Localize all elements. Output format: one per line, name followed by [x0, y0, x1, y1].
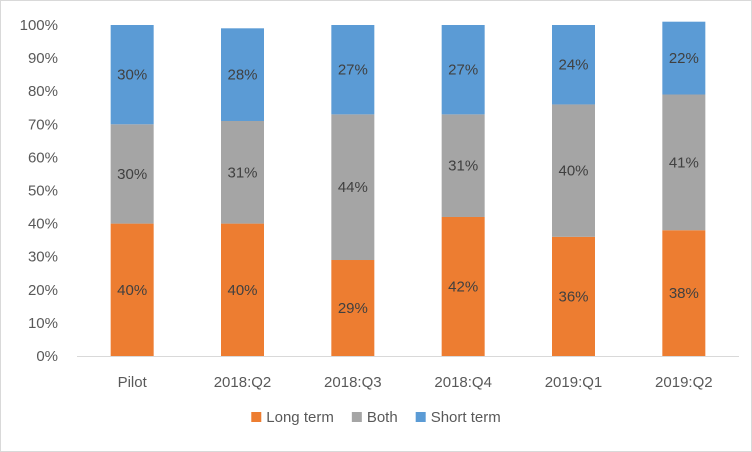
- data-label: 38%: [669, 285, 699, 302]
- x-tick-label: 2018:Q4: [434, 374, 492, 391]
- bar-segment: [441, 114, 485, 217]
- bar-segment: [221, 28, 264, 121]
- data-label: 41%: [669, 154, 699, 171]
- bar-segment: [110, 223, 154, 356]
- bar-segment: [552, 25, 595, 105]
- bars: 40% 30% 30% 40% 31% 28% 29% 44% 27% 42% 31% 27% 36% 4…: [110, 21, 706, 356]
- data-label: 40%: [227, 282, 257, 299]
- bar-segment: [662, 21, 706, 95]
- bar-segment: [552, 236, 595, 356]
- bar-segment: [662, 230, 706, 356]
- bar-segment: [552, 104, 595, 237]
- bar-segment: [221, 120, 264, 224]
- data-label: 29%: [338, 300, 368, 317]
- legend-swatch: [251, 412, 262, 422]
- data-label: 30%: [117, 67, 147, 84]
- data-label: 36%: [558, 288, 588, 305]
- y-tick-label: 60%: [28, 149, 58, 166]
- legend-swatch: [415, 412, 426, 422]
- bar-segment: [110, 124, 154, 224]
- x-tick-label: Pilot: [118, 374, 148, 391]
- data-label: 40%: [558, 163, 588, 180]
- data-label: 28%: [227, 67, 257, 84]
- bar-segment: [331, 114, 375, 261]
- y-tick-label: 10%: [28, 315, 58, 332]
- y-tick-label: 80%: [28, 83, 58, 100]
- data-label: 44%: [338, 179, 368, 196]
- data-label: 24%: [558, 57, 588, 74]
- legend-item: Short term: [415, 409, 501, 426]
- data-label: 27%: [338, 62, 368, 79]
- data-label: 27%: [448, 62, 478, 79]
- y-tick-label: 40%: [28, 216, 58, 233]
- legend-item: Both: [351, 409, 398, 426]
- y-tick-label: 90%: [28, 50, 58, 67]
- data-label: 22%: [669, 50, 699, 67]
- legend-label: Both: [367, 409, 398, 426]
- y-tick-label: 20%: [28, 282, 58, 299]
- y-axis: 0% 10% 20% 30% 40% 50% 60% 70% 80% 90% 100%: [20, 17, 58, 365]
- data-label: 42%: [448, 278, 478, 295]
- y-tick-label: 70%: [28, 116, 58, 133]
- bar-segment: [441, 25, 485, 115]
- legend: Long term Both Short term: [251, 409, 501, 426]
- legend-label: Long term: [266, 409, 334, 426]
- legend-label: Short term: [431, 409, 501, 426]
- bar-segment: [331, 25, 375, 115]
- bar-segment: [662, 94, 706, 231]
- x-tick-label: 2019:Q2: [655, 374, 713, 391]
- legend-item: Long term: [251, 409, 334, 426]
- y-tick-label: 100%: [20, 17, 58, 34]
- data-label: 31%: [227, 164, 257, 181]
- x-tick-label: 2018:Q3: [324, 374, 382, 391]
- x-axis: Pilot 2018:Q2 2018:Q3 2018:Q4 2019:Q1 2019:Q2: [77, 356, 739, 391]
- data-label: 40%: [117, 282, 147, 299]
- y-tick-label: 30%: [28, 249, 58, 266]
- bar-segment: [110, 25, 154, 125]
- bar-segment: [221, 223, 264, 356]
- data-label: 31%: [448, 158, 478, 175]
- legend-swatch: [351, 412, 362, 422]
- bar-segment: [441, 216, 485, 356]
- y-tick-label: 0%: [36, 348, 58, 365]
- bar-segment: [331, 260, 375, 356]
- data-label: 30%: [117, 166, 147, 183]
- x-tick-label: 2019:Q1: [545, 374, 603, 391]
- y-tick-label: 50%: [28, 183, 58, 200]
- x-tick-label: 2018:Q2: [214, 374, 272, 391]
